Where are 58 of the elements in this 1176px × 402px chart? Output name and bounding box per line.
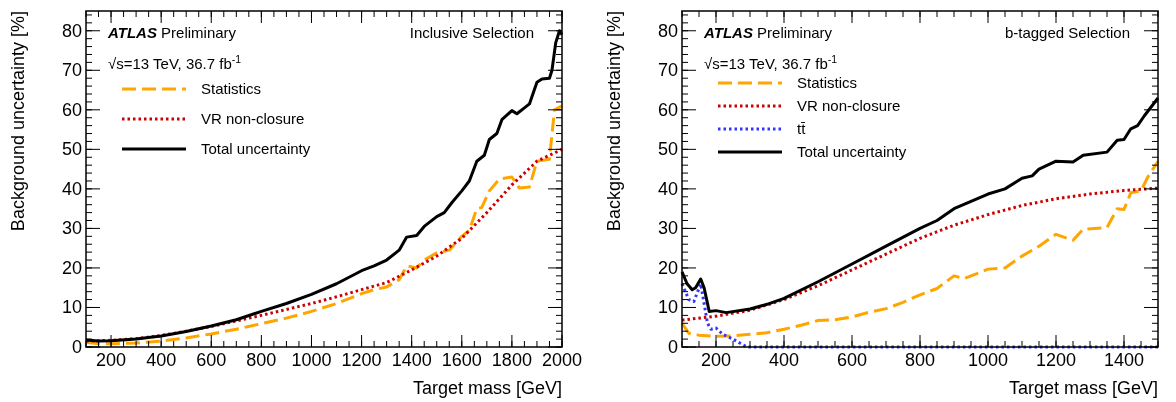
y-tick-label: 80: [61, 20, 82, 41]
x-tick-label: 600: [836, 350, 868, 370]
legend-label: tt̄: [797, 120, 807, 137]
y-tick-label: 30: [657, 218, 678, 239]
x-tick-label: 200: [700, 350, 732, 370]
line-series: [680, 186, 1160, 322]
x-tick-label: 1600: [441, 350, 482, 370]
annotation: ATLAS: [704, 24, 753, 41]
y-tick-label: 20: [61, 257, 82, 278]
legend-label: Total uncertainty: [797, 143, 907, 160]
x-tick-label: 400: [768, 350, 800, 370]
legend-label: VR non-closure: [201, 110, 305, 127]
annotation: ATLAS: [108, 24, 157, 41]
y-tick-label: 10: [657, 297, 678, 318]
legend-label: Statistics: [201, 80, 262, 97]
y-axis-title: Background uncertainty [%]: [604, 11, 624, 232]
x-tick-label: 200: [96, 350, 127, 370]
legend-label: VR non-closure: [797, 97, 901, 114]
x-axis-title: Target mass [GeV]: [1008, 378, 1158, 398]
x-tick-label: 1000: [967, 350, 1009, 370]
annotation: √s=13 TeV, 36.7 fb$^{-1}$: [704, 53, 838, 72]
y-tick-label: 50: [61, 139, 82, 160]
x-tick-label: 800: [246, 350, 277, 370]
x-tick-label: 600: [196, 350, 227, 370]
line-series: [680, 282, 1160, 349]
y-tick-label: 70: [61, 60, 82, 81]
y-tick-label: 40: [657, 178, 678, 199]
y-tick-label: 20: [657, 257, 678, 278]
x-tick-label: 800: [904, 350, 936, 370]
y-tick-label: 40: [61, 178, 82, 199]
x-tick-label: 1200: [341, 350, 382, 370]
y-tick-label: 30: [61, 218, 82, 239]
annotation: Preliminary: [752, 24, 833, 41]
line-series: [84, 104, 564, 346]
line-series: [680, 159, 1160, 338]
legend-label: Total uncertainty: [201, 140, 311, 157]
x-tick-label: 1400: [1103, 350, 1145, 370]
y-tick-label: 50: [657, 139, 678, 160]
x-axis-title: Target mass [GeV]: [412, 378, 562, 398]
x-tick-label: 1400: [391, 350, 432, 370]
legend-label: Statistics: [797, 74, 858, 91]
x-tick-label: 2000: [541, 350, 583, 370]
x-tick-label: 1000: [291, 350, 332, 370]
annotation: b-tagged Selection: [1004, 24, 1130, 41]
y-tick-label: 60: [657, 99, 678, 120]
y-axis-title: Background uncertainty [%]: [8, 11, 28, 232]
y-tick-label: 0: [667, 337, 678, 357]
y-tick-label: 10: [61, 297, 82, 318]
y-tick-label: 0: [71, 337, 82, 357]
y-tick-label: 70: [657, 60, 678, 81]
annotation: √s=13 TeV, 36.7 fb$^{-1}$: [108, 53, 242, 72]
annotation: Inclusive Selection: [409, 24, 534, 41]
x-tick-label: 400: [146, 350, 177, 370]
y-tick-label: 60: [61, 99, 82, 120]
y-tick-label: 80: [657, 20, 678, 41]
x-tick-label: 1200: [1035, 350, 1077, 370]
x-tick-label: 1800: [491, 350, 532, 370]
annotation: Preliminary: [156, 24, 237, 41]
